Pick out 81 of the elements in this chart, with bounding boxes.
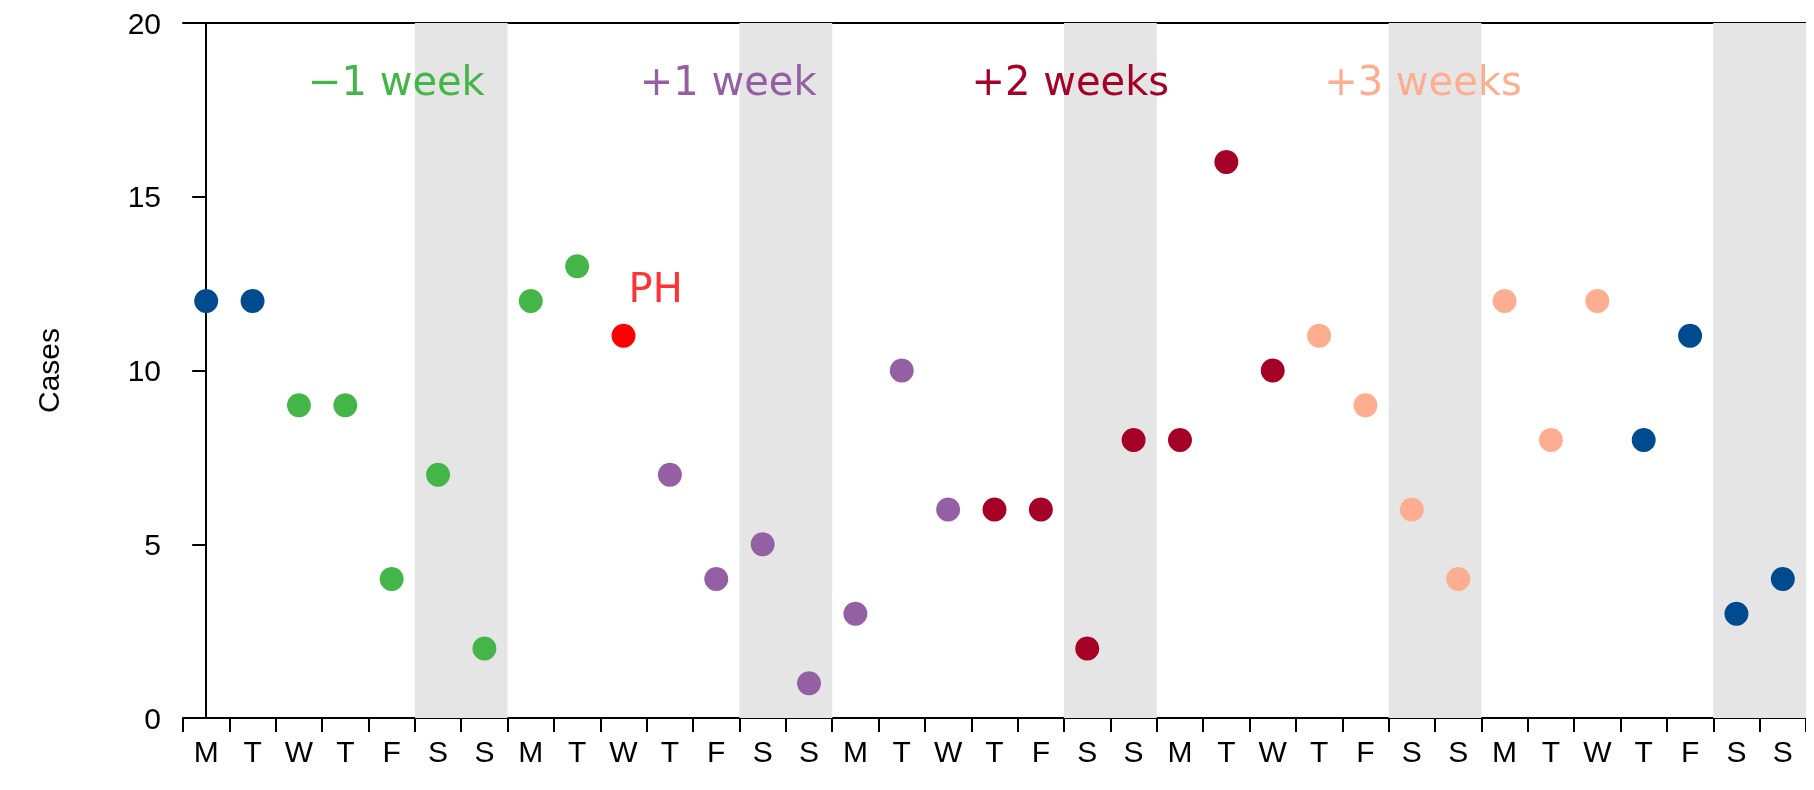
annotation: PH	[628, 264, 683, 311]
x-tick-label: S	[1772, 734, 1793, 768]
x-tick-label: F	[1680, 734, 1700, 768]
x-tick-label: S	[799, 734, 820, 768]
x-tick-label: S	[428, 734, 449, 768]
x-tick-label: F	[707, 734, 726, 768]
point	[1260, 358, 1285, 383]
point	[426, 462, 451, 487]
point	[704, 567, 729, 591]
x-tick-label: S	[1077, 734, 1098, 768]
point	[1214, 150, 1239, 174]
point	[1770, 567, 1795, 591]
point	[1121, 428, 1146, 452]
x-tick-label: W	[1583, 734, 1613, 768]
point	[194, 289, 219, 313]
point	[518, 289, 543, 313]
point	[936, 497, 961, 522]
x-tick-label: W	[933, 734, 963, 768]
point	[286, 393, 311, 418]
x-tick-label: W	[609, 734, 639, 768]
point	[1538, 428, 1563, 452]
x-tick-label: F	[382, 734, 401, 768]
point	[750, 532, 775, 557]
x-tick-label: W	[1258, 734, 1288, 768]
point	[889, 358, 914, 383]
point	[1631, 428, 1656, 452]
x-tick-label: S	[1123, 734, 1144, 768]
x-tick-label: S	[474, 734, 495, 768]
point	[472, 636, 497, 661]
x-tick-label: T	[1541, 734, 1561, 768]
point	[240, 289, 265, 313]
x-tick-label: S	[752, 734, 773, 768]
x-tick-label: S	[1448, 734, 1469, 768]
text: +1 week	[639, 58, 818, 104]
y-tick-label: 10	[127, 354, 161, 387]
x-tick-label: S	[1401, 734, 1422, 768]
x-tick-label: M	[1492, 734, 1518, 768]
x-tick-label: F	[1356, 734, 1375, 768]
point	[797, 671, 822, 696]
text: −1 week	[308, 58, 486, 104]
x-tick-label: M	[842, 734, 868, 768]
x-tick-label: T	[1217, 734, 1236, 768]
point	[1353, 393, 1378, 418]
x-tick-label: T	[985, 734, 1004, 768]
point	[1585, 289, 1610, 313]
point	[1307, 323, 1332, 348]
x-tick-label: T	[1309, 734, 1329, 768]
x-tick-label: W	[284, 734, 314, 768]
point	[611, 323, 636, 348]
point	[1399, 497, 1424, 522]
point	[657, 462, 682, 487]
point	[1028, 497, 1053, 522]
point	[1446, 567, 1471, 591]
point	[565, 254, 590, 279]
x-tick-label: T	[892, 734, 911, 768]
x-tick-label: M	[518, 734, 544, 768]
x-tick-label: T	[660, 734, 680, 768]
text: +3 weeks	[1324, 58, 1522, 104]
y-tick-label: 5	[144, 527, 161, 561]
y-axis-title: Cases	[31, 327, 65, 414]
series-label: +2 weeks	[971, 58, 1170, 104]
point	[379, 567, 404, 591]
point	[1168, 428, 1192, 452]
point	[1492, 289, 1517, 313]
point	[1075, 636, 1100, 661]
x-tick-label: S	[1726, 734, 1747, 768]
x-tick-label: T	[243, 734, 262, 768]
y-tick-label: 20	[127, 6, 161, 40]
x-tick-label: T	[336, 734, 355, 768]
point	[1678, 323, 1703, 348]
point	[1724, 601, 1749, 626]
x-tick-label: T	[1634, 734, 1653, 768]
point	[982, 497, 1007, 522]
point	[333, 393, 358, 418]
x-tick-label: F	[1031, 734, 1051, 768]
y-tick-label: 15	[127, 180, 161, 214]
x-tick-label: M	[1167, 734, 1193, 768]
x-tick-label: M	[193, 734, 219, 768]
x-tick-label: T	[567, 734, 587, 768]
point	[843, 601, 868, 626]
y-tick-label: 0	[144, 701, 161, 735]
